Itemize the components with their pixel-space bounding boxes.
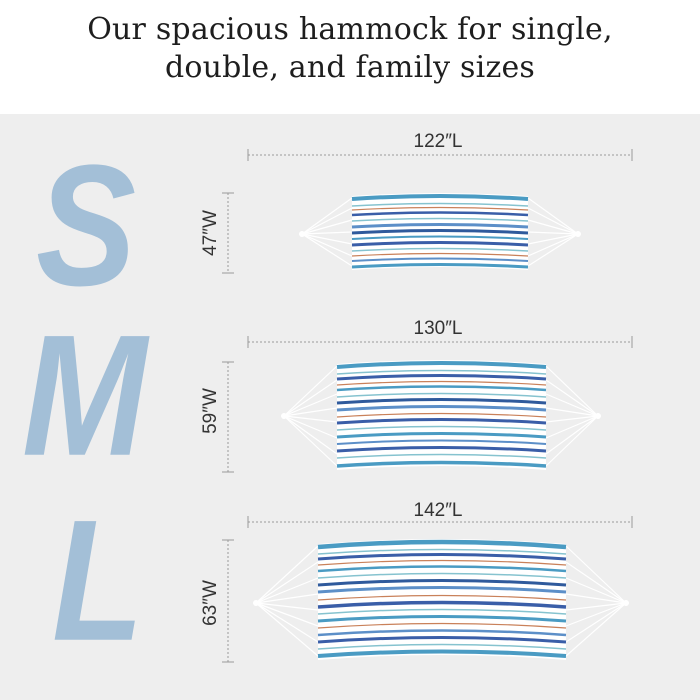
length-label-small: 122″L [413,131,463,152]
size-letter-m: M [22,298,147,492]
measure-lines-small [222,149,633,274]
length-label-large: 142″L [413,500,463,521]
measure-lines-large [222,516,633,663]
title-line-1: Our spacious hammock for single, [87,12,613,47]
size-letter-l: L [52,483,144,677]
title-line-2: double, and family sizes [164,50,535,85]
hammock-small [299,193,581,270]
measure-lines-medium [222,336,633,473]
hammock-medium [281,360,601,470]
header: Our spacious hammock for single, double,… [0,0,700,114]
hammock-large [253,539,629,660]
size-letter-s: S [36,128,137,322]
length-label-medium: 130″L [413,318,463,339]
